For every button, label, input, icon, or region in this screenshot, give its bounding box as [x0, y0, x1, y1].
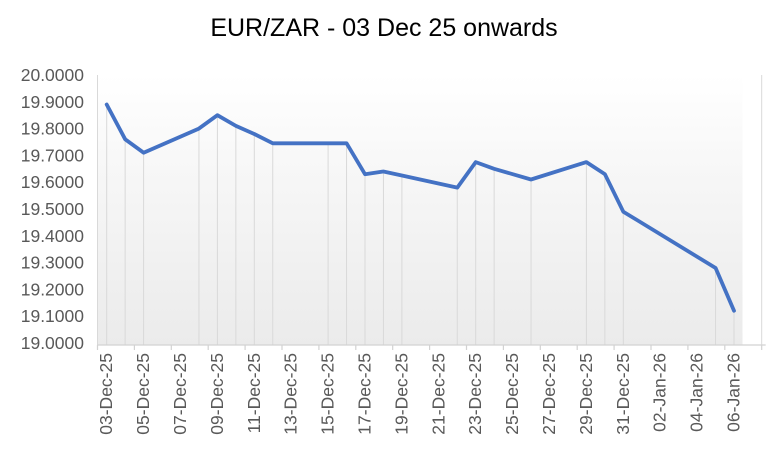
y-axis-tick-label: 19.3000 — [21, 253, 85, 273]
y-axis-tick-label: 19.8000 — [21, 119, 85, 139]
chart-title: EUR/ZAR - 03 Dec 25 onwards — [210, 14, 558, 42]
x-axis-tick-label: 06-Jan-26 — [724, 353, 744, 432]
x-axis-tick-label: 11-Dec-25 — [244, 353, 264, 433]
x-axis-tick-label: 09-Dec-25 — [207, 353, 227, 435]
y-axis-tick-label: 19.4000 — [21, 226, 85, 246]
y-axis-tick-label: 19.9000 — [21, 92, 85, 112]
y-axis-tick-label: 19.5000 — [21, 199, 85, 219]
x-axis-tick-label: 21-Dec-25 — [428, 353, 448, 435]
y-axis-tick-label: 19.1000 — [21, 306, 85, 326]
x-axis-tick-label: 05-Dec-25 — [133, 353, 153, 435]
y-axis-tick-label: 19.0000 — [21, 333, 85, 353]
x-axis-tick-label: 19-Dec-25 — [391, 353, 411, 435]
y-axis-tick-label: 20.0000 — [21, 65, 85, 85]
x-axis-tick-label: 27-Dec-25 — [539, 353, 559, 435]
x-axis-tick-label: 29-Dec-25 — [576, 353, 596, 435]
x-axis-tick-label: 15-Dec-25 — [318, 353, 338, 435]
x-axis-tick-label: 31-Dec-25 — [613, 353, 633, 435]
x-axis-tick-label: 02-Jan-26 — [650, 353, 670, 432]
x-axis-tick-label: 04-Jan-26 — [687, 353, 707, 432]
x-axis-tick-label: 03-Dec-25 — [96, 353, 116, 435]
price-line — [104, 102, 736, 313]
plot-area-fill — [97, 75, 743, 345]
x-axis-tick-label: 13-Dec-25 — [281, 353, 301, 435]
x-axis-tick-label: 17-Dec-25 — [355, 353, 375, 435]
y-axis-tick-label: 19.7000 — [21, 145, 85, 165]
x-axis-tick-label: 07-Dec-25 — [170, 353, 190, 435]
y-axis-tick-label: 19.6000 — [21, 172, 85, 192]
y-axis-tick-label: 19.2000 — [21, 279, 85, 299]
x-axis-tick-label: 23-Dec-25 — [465, 353, 485, 435]
x-axis-tick-label: 25-Dec-25 — [502, 353, 522, 435]
